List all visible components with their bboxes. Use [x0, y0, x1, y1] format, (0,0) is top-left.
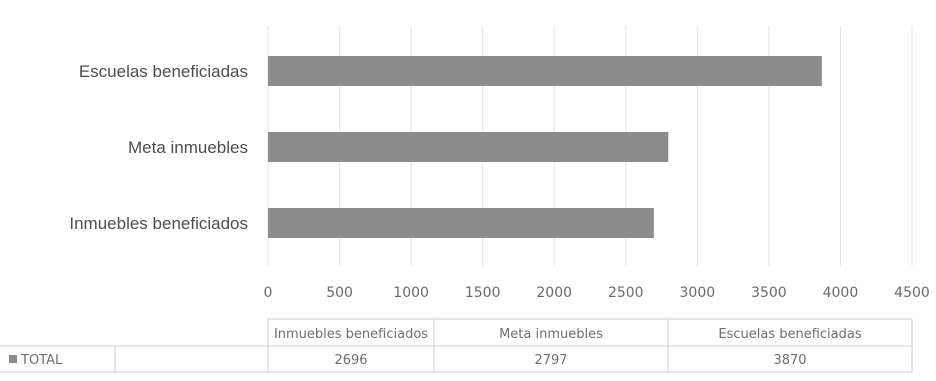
category-label: Escuelas beneficiadas: [79, 62, 248, 81]
table-value-cell: 2797: [534, 353, 567, 368]
table-header-cell: Inmuebles beneficiados: [274, 327, 428, 342]
x-tick-label: 0: [264, 285, 273, 301]
x-tick-label: 2000: [536, 285, 572, 301]
x-tick-label: 1500: [465, 285, 501, 301]
table-header-cell: Escuelas beneficiadas: [718, 327, 861, 342]
bar: [268, 56, 822, 86]
bar: [268, 132, 669, 162]
category-labels: Escuelas beneficiadas Meta inmuebles Inmue…: [69, 62, 248, 233]
table-value-cell: 2696: [334, 353, 367, 368]
legend-key: [9, 355, 17, 363]
x-tick-label: 1000: [393, 285, 429, 301]
x-tick-label: 4000: [823, 285, 859, 301]
x-tick-label: 2500: [608, 285, 644, 301]
x-tick-label: 500: [326, 285, 353, 301]
bar: [268, 208, 654, 238]
x-tick-label: 3000: [680, 285, 716, 301]
table-header-cell: Meta inmuebles: [499, 327, 603, 342]
category-label: Meta inmuebles: [128, 138, 248, 157]
table-row-label: TOTAL: [20, 353, 63, 368]
table-value-cell: 3870: [773, 353, 806, 368]
x-tick-label: 3500: [751, 285, 787, 301]
x-tick-labels: 0 500 1000 1500 2000 2500 3000 3500 4000 4500: [264, 285, 930, 301]
category-label: Inmuebles beneficiados: [69, 214, 248, 233]
data-table: Inmuebles beneficiados Meta inmuebles Escu…: [0, 318, 913, 373]
x-tick-label: 4500: [894, 285, 930, 301]
bars: [268, 56, 822, 238]
